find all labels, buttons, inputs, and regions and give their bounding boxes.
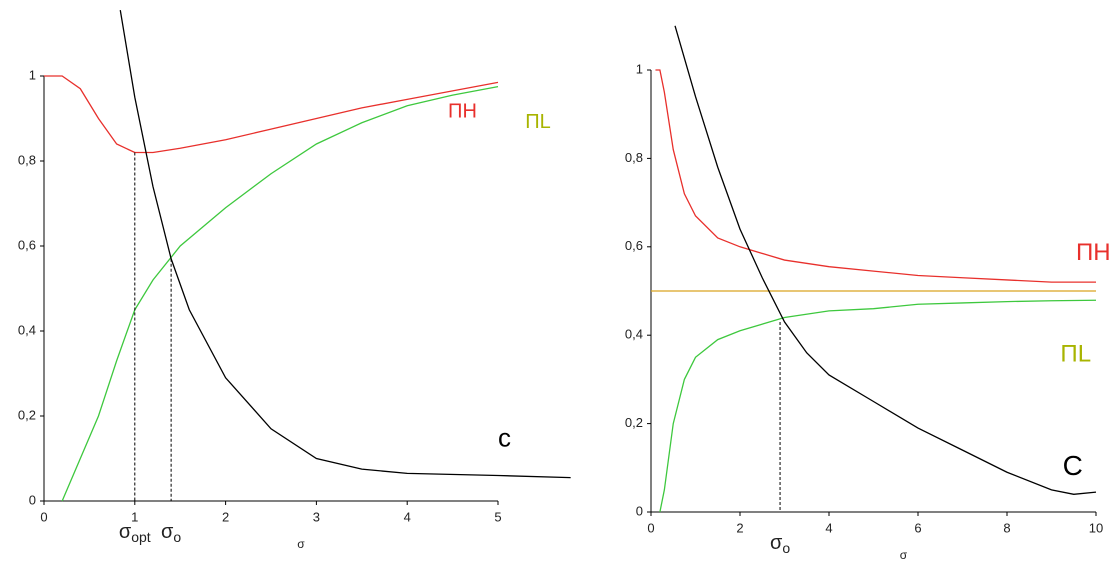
series-label: ΠH bbox=[448, 100, 477, 122]
x-tick-label: 4 bbox=[404, 509, 411, 524]
x-tick-label: 0 bbox=[40, 509, 47, 524]
y-tick-label: 0,8 bbox=[18, 152, 36, 167]
y-tick-label: 0,4 bbox=[625, 327, 643, 342]
line-series bbox=[61, 85, 499, 502]
y-tick-label: 1 bbox=[636, 61, 643, 76]
series-label: C bbox=[1063, 450, 1083, 481]
marker-label: σo bbox=[770, 532, 790, 555]
x-tick-label: 0 bbox=[647, 520, 654, 535]
x-tick-label: 2 bbox=[736, 520, 743, 535]
y-tick-label: 0,6 bbox=[625, 238, 643, 253]
y-tick-label: 0,8 bbox=[625, 150, 643, 165]
y-tick-label: 0,2 bbox=[18, 407, 36, 422]
x-tick-label: 8 bbox=[1003, 520, 1010, 535]
marker-subscript: o bbox=[782, 540, 790, 556]
marker-subscript: opt bbox=[131, 529, 151, 545]
y-tick-label: 1 bbox=[29, 67, 36, 82]
y-tick-label: 0 bbox=[29, 492, 36, 507]
marker-label: σo bbox=[161, 521, 181, 544]
y-tick-label: 0 bbox=[636, 503, 643, 518]
series-label: ΠL bbox=[1060, 340, 1091, 367]
x-axis-label: σ bbox=[900, 548, 908, 562]
series-label: c bbox=[498, 422, 511, 452]
series-label: ΠH bbox=[1076, 239, 1111, 266]
y-tick-label: 0,2 bbox=[625, 415, 643, 430]
series-label: ΠL bbox=[525, 111, 551, 133]
line-series bbox=[674, 25, 1097, 495]
marker-subscript: o bbox=[173, 529, 181, 545]
y-tick-label: 0,6 bbox=[18, 237, 36, 252]
x-tick-label: 6 bbox=[914, 520, 921, 535]
x-tick-label: 4 bbox=[825, 520, 832, 535]
x-tick-label: 1 bbox=[131, 509, 138, 524]
x-tick-label: 5 bbox=[494, 509, 501, 524]
marker-label: σopt bbox=[119, 521, 151, 544]
x-tick-label: 2 bbox=[222, 509, 229, 524]
x-tick-label: 3 bbox=[313, 509, 320, 524]
line-series bbox=[659, 299, 1097, 513]
marker-symbol: σ bbox=[119, 521, 132, 543]
x-axis-label: σ bbox=[297, 537, 305, 551]
marker-symbol: σ bbox=[770, 532, 783, 554]
marker-symbol: σ bbox=[161, 521, 174, 543]
x-tick-label: 10 bbox=[1089, 520, 1103, 535]
line-series bbox=[655, 69, 1096, 283]
line-series bbox=[119, 10, 571, 479]
y-tick-label: 0,4 bbox=[18, 322, 36, 337]
line-series bbox=[44, 75, 499, 154]
